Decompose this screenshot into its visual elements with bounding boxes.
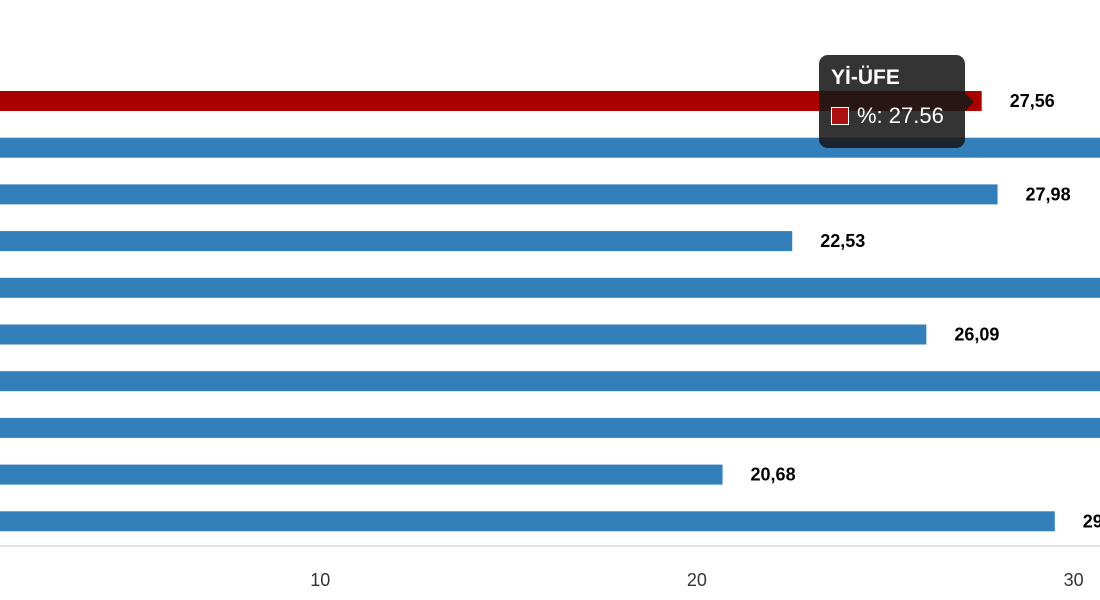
bar-5[interactable] — [0, 277, 1100, 298]
value-label-4: 22,53 — [820, 231, 865, 251]
value-label-9: 20,68 — [751, 465, 796, 485]
tooltip-swatch — [831, 107, 849, 125]
value-label-1: 27,56 — [1010, 91, 1055, 111]
x-axis-ticks: 10 20 30 — [310, 570, 1083, 590]
bar-6[interactable] — [0, 324, 927, 345]
tooltip-row: %: 27.56 — [831, 103, 953, 129]
tooltip-pointer — [965, 93, 974, 111]
tooltip-title: Yİ-ÜFE — [831, 66, 900, 89]
value-label-6: 26,09 — [954, 325, 999, 345]
value-labels-group: 27,56 27,98 22,53 26,09 20,68 29 — [751, 91, 1100, 531]
bar-4[interactable] — [0, 231, 793, 252]
x-tick-label-20: 20 — [687, 570, 707, 590]
value-label-10: 29 — [1083, 511, 1100, 531]
tooltip: Yİ-ÜFE %: 27.56 — [819, 55, 974, 148]
bar-1[interactable] — [0, 91, 982, 111]
x-tick-label-10: 10 — [310, 570, 330, 590]
bar-9[interactable] — [0, 464, 723, 485]
bar-10[interactable] — [0, 511, 1055, 532]
value-label-3: 27,98 — [1026, 184, 1071, 204]
bar-8[interactable] — [0, 417, 1100, 438]
x-tick-label-30: 30 — [1064, 570, 1084, 590]
bar-7[interactable] — [0, 371, 1100, 392]
tooltip-value: %: 27.56 — [857, 103, 944, 128]
bars-group — [0, 91, 1100, 532]
bar-3[interactable] — [0, 184, 998, 205]
